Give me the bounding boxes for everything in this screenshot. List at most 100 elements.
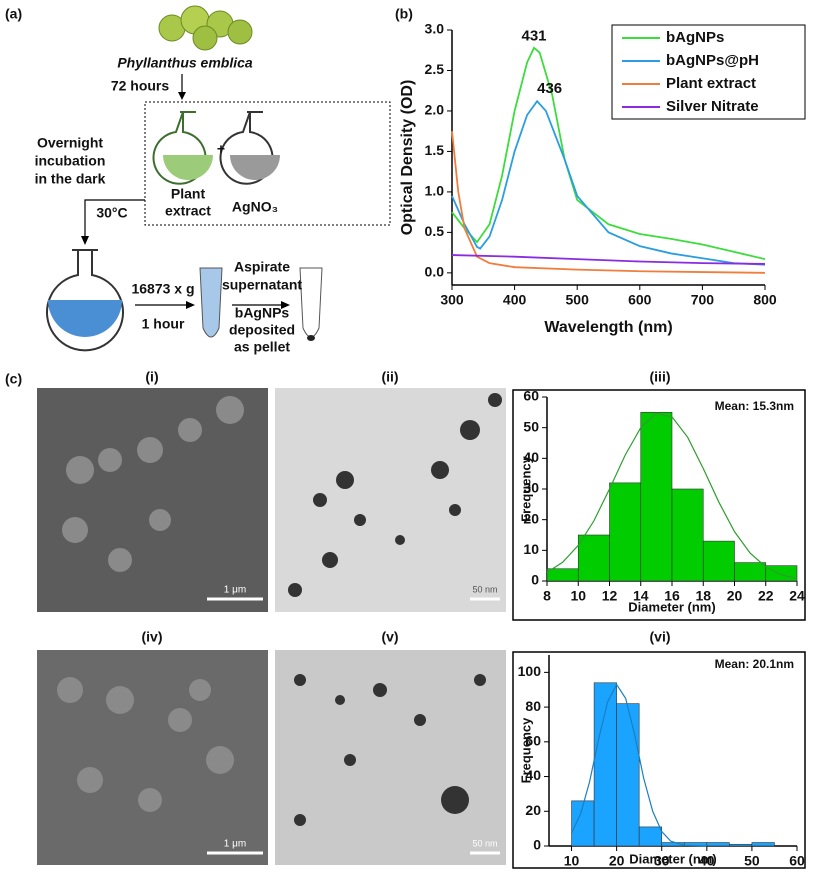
bar	[734, 562, 767, 582]
sub-label: (i)	[145, 369, 158, 385]
plus: +	[217, 141, 225, 157]
flask-liquid	[163, 155, 213, 180]
mean-label: Mean: 15.3nm	[715, 399, 794, 413]
pellet	[307, 335, 315, 341]
bar	[609, 482, 642, 582]
centrifuge: 16873 x g	[131, 281, 194, 297]
sem-texture	[57, 396, 244, 812]
y-tick-label: 1.0	[425, 183, 445, 199]
pellet-text: as pellet	[234, 339, 290, 355]
x-tick-label: 400	[503, 292, 527, 308]
silver-nitrate: AgNO₃	[232, 199, 278, 215]
y-axis-label: Optical Density (OD)	[399, 80, 416, 236]
series-line	[451, 131, 766, 274]
x-tick-label: 30	[654, 853, 670, 869]
scale-bar-lines	[207, 597, 500, 855]
fit-curve	[546, 412, 798, 580]
y-tick-label: 60	[525, 733, 541, 749]
panel-label: (c)	[5, 371, 22, 387]
legend-label: bAgNPs	[666, 29, 724, 46]
flask-plant	[152, 111, 207, 185]
x-tick-label: 40	[699, 853, 715, 869]
incubation: incubation	[35, 153, 106, 169]
x-tick-label: 700	[691, 292, 715, 308]
y-tick-label: 20	[525, 802, 541, 818]
x-tick-label: 8	[543, 588, 551, 604]
scale-bar: 50 nm	[472, 838, 497, 848]
aspirate: supernatant	[222, 277, 302, 293]
sub-label: (v)	[381, 629, 398, 645]
x-axis-label: Diameter (nm)	[628, 599, 715, 614]
y-tick-label: 0.5	[425, 223, 445, 239]
incubation: Overnight	[37, 135, 103, 151]
tem-image	[275, 650, 506, 865]
duration: 1 hour	[142, 316, 185, 332]
bar	[577, 534, 610, 582]
y-tick-label: 80	[525, 698, 541, 714]
y-tick-label: 0.0	[425, 264, 445, 280]
x-tick-label: 22	[758, 588, 774, 604]
peak-label: 431	[521, 27, 546, 44]
series-line	[451, 254, 766, 265]
sub-label: (iv)	[142, 629, 163, 645]
tube-empty	[299, 267, 323, 338]
panel-frame	[512, 651, 806, 869]
sub-label: (vi)	[650, 629, 671, 645]
y-tick-label: 2.5	[425, 61, 445, 77]
x-tick-label: 18	[695, 588, 711, 604]
legend-label: bAgNPs@pH	[666, 52, 759, 69]
tem-particles	[288, 393, 502, 826]
scale-bar: 1 μm	[224, 585, 246, 596]
bar	[706, 842, 730, 847]
series-line	[451, 99, 766, 266]
panel-label: (b)	[395, 6, 413, 22]
fruit	[158, 5, 253, 51]
mean-label: Mean: 20.1nm	[715, 657, 794, 671]
time: 72 hours	[111, 78, 170, 94]
y-axis-label: Frequency	[518, 455, 533, 522]
flask-silver	[219, 111, 274, 185]
bar	[671, 488, 704, 582]
legend-box	[611, 24, 806, 120]
y-tick-label: 2.0	[425, 102, 445, 118]
y-tick-label: 30	[523, 480, 539, 496]
panel-label: (a)	[5, 6, 22, 22]
scale-bar: 1 μm	[224, 839, 246, 850]
scale-bar: 50 nm	[472, 584, 497, 594]
y-tick-label: 40	[525, 767, 541, 783]
x-tick-label: 24	[789, 588, 805, 604]
arrow-head	[186, 301, 195, 309]
flask-culture	[46, 249, 124, 352]
bar	[765, 565, 798, 582]
bar	[729, 843, 753, 847]
bar	[593, 682, 617, 847]
arrow-head	[81, 236, 89, 245]
temperature: 30°C	[96, 205, 127, 221]
series-line	[451, 46, 766, 260]
incubation: in the dark	[35, 171, 106, 187]
y-tick-label: 100	[518, 663, 542, 679]
bar	[751, 842, 775, 847]
x-tick-label: 600	[628, 292, 652, 308]
bar	[702, 540, 735, 582]
bar	[546, 568, 579, 582]
x-tick-label: 10	[564, 853, 580, 869]
x-tick-label: 300	[440, 292, 464, 308]
y-axis-label: Frequency	[518, 717, 533, 784]
aspirate: Aspirate	[234, 259, 290, 275]
bar	[638, 826, 663, 847]
y-tick-label: 1.5	[425, 142, 445, 158]
arrow-head	[281, 301, 290, 309]
y-tick-label: 50	[523, 418, 539, 434]
pellet-text: deposited	[229, 322, 295, 338]
y-tick-label: 0	[531, 572, 539, 588]
y-tick-label: 20	[523, 510, 539, 526]
peak-label: 436	[537, 80, 562, 97]
arrow	[84, 199, 145, 242]
x-axis-label: Wavelength (nm)	[544, 319, 672, 336]
x-tick-label: 16	[664, 588, 680, 604]
arrow-head	[178, 92, 186, 100]
sem-image	[37, 388, 268, 612]
y-tick-label: 10	[523, 541, 539, 557]
x-axis-label: Diameter (nm)	[629, 851, 716, 866]
